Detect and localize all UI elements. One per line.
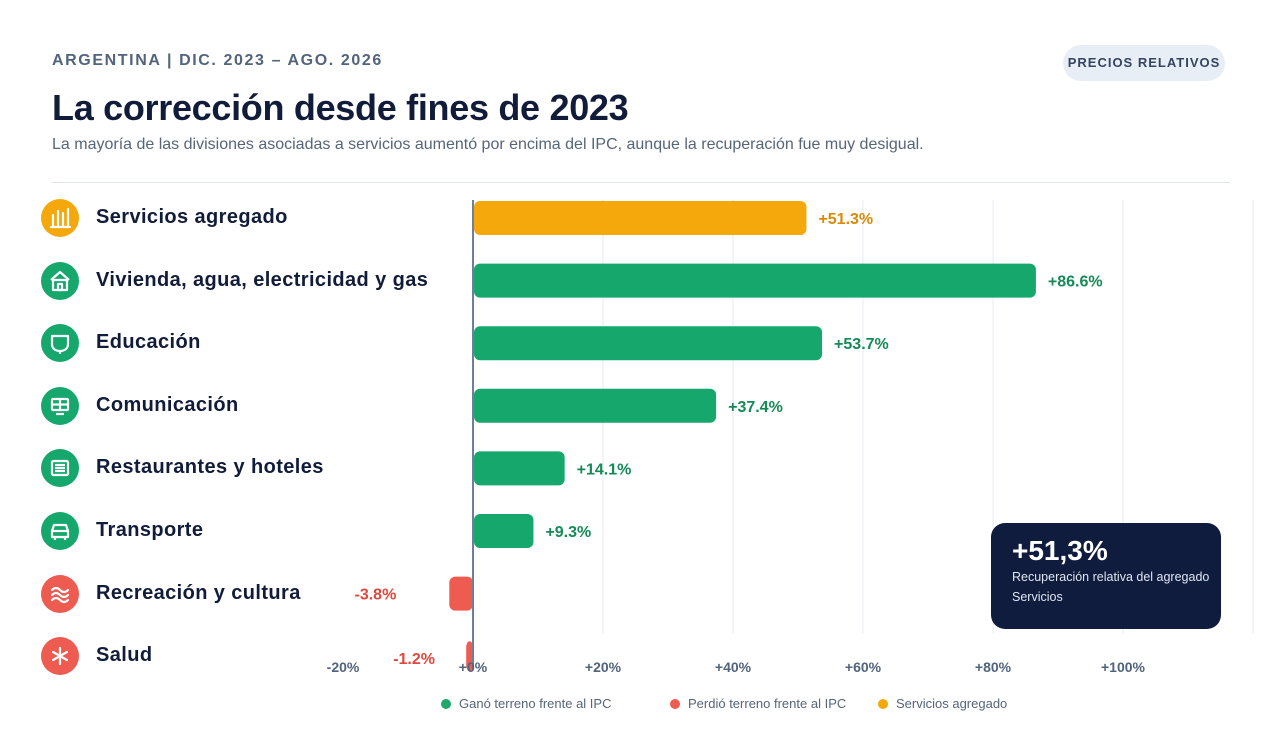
page-subtitle: La mayoría de las divisiones asociadas a… xyxy=(52,136,924,153)
legend-label-aggregate: Servicios agregado xyxy=(896,696,1008,711)
bar-value-label: -3.8% xyxy=(355,587,397,604)
callout-note: Recuperación relativa del agregado xyxy=(1012,570,1210,584)
category-label: Restaurantes y hoteles xyxy=(96,456,324,479)
category-label: Recreación y cultura xyxy=(96,581,301,604)
medical-star-icon xyxy=(41,637,79,676)
bar xyxy=(474,263,1036,298)
callout-value: +51,3% xyxy=(1012,535,1108,566)
legend-item-loss: Perdió terreno frente al IPC xyxy=(670,696,846,711)
x-tick-label: +80% xyxy=(975,659,1012,675)
category-label: Vivienda, agua, electricidad y gas xyxy=(96,268,429,291)
x-tick-label: +40% xyxy=(715,659,752,675)
bus-icon xyxy=(41,512,79,550)
x-tick-label: +60% xyxy=(845,659,882,675)
wave-icon xyxy=(41,574,79,613)
eyebrow: ARGENTINA | DIC. 2023 – AGO. 2026 xyxy=(52,52,383,69)
bar xyxy=(474,388,717,423)
legend-dot-loss xyxy=(670,699,680,709)
bar xyxy=(474,326,823,361)
category-label: Servicios agregado xyxy=(96,206,288,228)
legend-item-aggregate: Servicios agregado xyxy=(878,696,1007,711)
x-tick-label: +0% xyxy=(459,659,488,675)
menu-icon xyxy=(41,449,79,488)
house-icon xyxy=(41,261,79,300)
bar xyxy=(474,451,565,486)
bar-value-label: -1.2% xyxy=(393,651,435,668)
category-label: Salud xyxy=(96,644,153,667)
monitor-icon xyxy=(41,386,79,425)
x-tick-label: +20% xyxy=(585,659,622,675)
category-label: Transporte xyxy=(96,519,204,541)
precios-relativos-badge[interactable]: PRECIOS RELATIVOS xyxy=(1063,45,1225,81)
callout-note-2: Servicios xyxy=(1012,590,1063,604)
x-tick-label: -20% xyxy=(327,659,360,675)
bar xyxy=(474,201,807,235)
bar xyxy=(474,514,534,548)
page-title: La corrección desde fines de 2023 xyxy=(52,87,629,128)
x-tick-label: +100% xyxy=(1101,659,1146,675)
legend-dot-aggregate xyxy=(878,699,888,709)
bar-value-label: +9.3% xyxy=(545,524,591,541)
bar-chart-icon xyxy=(41,199,79,237)
legend-dot-gain xyxy=(441,699,451,709)
bar-value-label: +51.3% xyxy=(818,211,873,228)
legend-item-gain: Ganó terreno frente al IPC xyxy=(441,696,611,711)
header-divider xyxy=(52,182,1230,183)
bar-value-label: +86.6% xyxy=(1048,274,1103,291)
bar-value-label: +14.1% xyxy=(577,461,632,478)
book-icon xyxy=(41,324,79,363)
legend-label-loss: Perdió terreno frente al IPC xyxy=(688,696,847,711)
legend-label-gain: Ganó terreno frente al IPC xyxy=(459,696,612,711)
bar-value-label: +37.4% xyxy=(728,399,783,416)
category-label: Comunicación xyxy=(96,393,239,416)
summary-callout: +51,3% Recuperación relativa del agregad… xyxy=(991,523,1221,629)
bar xyxy=(449,576,473,611)
bar-value-label: +53.7% xyxy=(834,336,889,353)
category-label: Educación xyxy=(96,331,201,354)
bar xyxy=(466,641,473,672)
